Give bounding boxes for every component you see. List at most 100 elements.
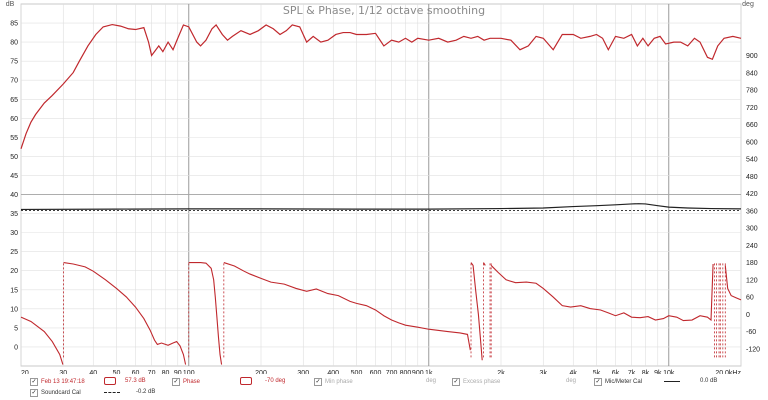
x-tick-label: 3k xyxy=(540,370,548,374)
min-phase-value: deg xyxy=(426,378,437,384)
x-tick-label: 40 xyxy=(89,370,97,374)
x-tick-label: 800 xyxy=(400,370,412,374)
spl-value: 57.3 dB xyxy=(125,378,146,384)
phase-line xyxy=(20,316,64,365)
y-right-tick-label: 780 xyxy=(746,88,758,95)
phase-value: -70 deg xyxy=(265,378,286,384)
right-axis-unit: deg xyxy=(742,1,754,8)
y-left-tick-label: 85 xyxy=(10,21,18,28)
min-phase-label: Min phase xyxy=(325,379,353,385)
legend-mic-cal[interactable]: ✓ Mic/Meter Cal xyxy=(594,378,642,386)
spl-phase-chart: SPL & Phase, 1/12 octave smoothing dB de… xyxy=(6,1,760,374)
chart-title: SPL & Phase, 1/12 octave smoothing xyxy=(283,4,485,17)
y-right-tick-label: 900 xyxy=(746,53,758,60)
phase-swatch[interactable] xyxy=(240,377,252,385)
y-left-tick-label: 45 xyxy=(10,173,18,180)
y-right-tick-label: 600 xyxy=(746,139,758,146)
y-right-tick-label: 0 xyxy=(746,312,750,319)
phase-line xyxy=(490,263,714,322)
phase-line xyxy=(63,262,187,365)
spl-line xyxy=(20,23,742,149)
y-right-tick-label: 840 xyxy=(746,70,758,77)
soundcard-cal-value: -0.2 dB xyxy=(136,389,156,395)
x-tick-label: 400 xyxy=(327,370,339,374)
mic-cal-swatch xyxy=(664,381,680,382)
y-left-tick-label: 0 xyxy=(14,344,18,351)
x-tick-label: 9k xyxy=(654,370,662,374)
x-tick-label: 50 xyxy=(113,370,121,374)
legend-soundcard-cal[interactable]: ✓ Soundcard Cal xyxy=(30,389,81,397)
x-tick-label: 80 xyxy=(162,370,170,374)
legend-spl[interactable]: ✓ Feb 13 19:47:18 xyxy=(30,378,85,386)
x-tick-label: 500 xyxy=(351,370,363,374)
x-tick-label: 6k xyxy=(612,370,620,374)
excess-phase-checkbox[interactable]: ✓ xyxy=(452,378,460,386)
x-tick-label: 30 xyxy=(59,370,67,374)
x-tick-label: 8k xyxy=(642,370,650,374)
y-right-tick-label: 660 xyxy=(746,122,758,129)
phase-line xyxy=(724,265,742,301)
y-left-tick-label: 75 xyxy=(10,59,18,66)
y-left-tick-label: 70 xyxy=(10,78,18,85)
legend: ✓ Feb 13 19:47:18 57.3 dB ✓ Phase -70 de… xyxy=(0,374,768,400)
y-left-tick-label: 25 xyxy=(10,249,18,256)
legend-min-phase[interactable]: ✓ Min phase xyxy=(314,378,353,386)
x-tick-label: 10k xyxy=(663,370,675,374)
y-left-tick-label: 30 xyxy=(10,230,18,237)
y-right-tick-label: 300 xyxy=(746,226,758,233)
legend-spl-swatch[interactable]: 57.3 dB xyxy=(104,377,146,385)
y-right-tick-label: 540 xyxy=(746,157,758,164)
x-tick-label: 20.0kHz xyxy=(715,370,741,374)
plot-frame xyxy=(20,3,742,367)
soundcard-cal-swatch xyxy=(104,392,120,393)
y-left-tick-label: 10 xyxy=(10,306,18,313)
excess-phase-value: deg xyxy=(566,378,577,384)
legend-phase-swatch[interactable]: -70 deg xyxy=(240,377,285,385)
y-right-tick-label: 120 xyxy=(746,277,758,284)
x-tick-label: 200 xyxy=(255,370,267,374)
y-right-tick-label: 240 xyxy=(746,243,758,250)
legend-phase[interactable]: ✓ Phase xyxy=(172,378,200,386)
y-left-tick-label: 55 xyxy=(10,135,18,142)
x-tick-label: 70 xyxy=(148,370,156,374)
y-left-tick-label: 40 xyxy=(10,192,18,199)
spl-label: Feb 13 19:47:18 xyxy=(41,379,85,385)
phase-line xyxy=(482,262,486,266)
y-right-tick-label: 420 xyxy=(746,191,758,198)
mic-cal-label: Mic/Meter Cal xyxy=(605,379,643,385)
y-left-tick-label: 80 xyxy=(10,40,18,47)
soundcard-cal-label: Soundcard Cal xyxy=(41,390,81,396)
x-tick-label: 100 xyxy=(183,370,195,374)
y-left-tick-label: 20 xyxy=(10,268,18,275)
y-right-tick-label: -60 xyxy=(746,329,756,336)
y-left-tick-label: 35 xyxy=(10,211,18,218)
y-right-tick-label: 60 xyxy=(746,295,754,302)
axis-ticks: 20 30 40 50 60 70 80 90 100 200 300 400 500 600 700 800… xyxy=(10,21,760,374)
spl-swatch[interactable] xyxy=(104,377,116,385)
y-right-tick-label: 480 xyxy=(746,174,758,181)
phase-line xyxy=(470,262,483,361)
x-tick-label: 1k xyxy=(425,370,433,374)
x-tick-label: 300 xyxy=(297,370,309,374)
min-phase-checkbox[interactable]: ✓ xyxy=(314,378,322,386)
phase-line xyxy=(223,262,471,351)
phase-checkbox[interactable]: ✓ xyxy=(172,378,180,386)
x-tick-label: 5k xyxy=(593,370,601,374)
grid xyxy=(20,3,742,367)
legend-excess-phase[interactable]: ✓ Excess phase xyxy=(452,378,500,386)
y-left-tick-label: 60 xyxy=(10,116,18,123)
y-right-tick-label: -120 xyxy=(746,346,760,353)
phase-line xyxy=(188,262,223,365)
soundcard-cal-checkbox[interactable]: ✓ xyxy=(30,389,38,397)
spl-checkbox[interactable]: ✓ xyxy=(30,378,38,386)
y-left-tick-label: 15 xyxy=(10,287,18,294)
mic-meter-cal-line xyxy=(20,203,742,211)
y-right-tick-label: 180 xyxy=(746,260,758,267)
y-left-tick-label: 65 xyxy=(10,97,18,104)
y-left-tick-label: 5 xyxy=(14,325,18,332)
excess-phase-label: Excess phase xyxy=(463,379,501,385)
y-right-tick-label: 720 xyxy=(746,105,758,112)
y-left-tick-label: 50 xyxy=(10,154,18,161)
mic-cal-checkbox[interactable]: ✓ xyxy=(594,378,602,386)
x-tick-label: 2k xyxy=(497,370,505,374)
